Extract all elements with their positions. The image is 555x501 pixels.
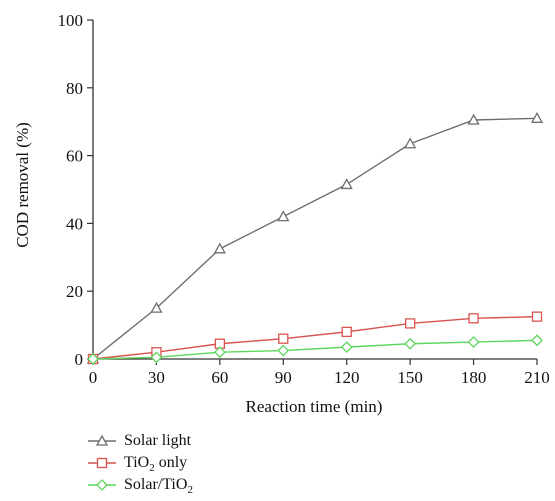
data-point [404,137,417,149]
legend-item-tio2-only: TiO2 only [86,452,193,474]
axes: 0 20 40 60 80 100 0 30 60 90 120 150 180 210 [58,11,550,387]
data-point [150,351,163,364]
series-diamond [87,334,543,365]
y-axis-label: COD removal (%) [13,122,32,248]
series-line [92,117,538,360]
y-tick-label: 60 [66,147,83,166]
x-tick-label: 60 [211,368,228,387]
y-tick-label: 100 [58,11,84,30]
series-line [92,339,538,360]
data-point [404,337,417,350]
data-point [467,336,480,348]
series-line [92,315,538,360]
data-point [531,311,543,322]
data-point [404,318,416,329]
series-layer [86,111,544,365]
legend-swatch-marker [96,457,108,469]
x-tick-label: 210 [524,368,550,387]
legend-swatch-marker [96,479,108,491]
legend-swatch-diamond [88,479,116,491]
x-tick-label: 150 [397,368,423,387]
data-point [531,334,543,347]
data-point [87,353,99,365]
x-tick-label: 180 [461,368,487,387]
series-triangle [86,111,544,364]
x-tick-label: 90 [275,368,292,387]
legend-swatch-triangle [88,434,116,446]
legend-swatch-marker [95,434,109,446]
x-tick-label: 0 [89,368,98,387]
legend-swatch-square [88,457,116,469]
data-point [277,210,290,222]
data-point [278,333,289,344]
legend: Solar light TiO2 only Solar/TiO2 [86,430,193,496]
data-point [340,178,353,190]
data-point [468,313,479,324]
y-tick-label: 0 [75,350,84,369]
x-tick-label: 30 [148,368,165,387]
legend-label: Solar/TiO2 [124,476,193,496]
data-point [340,341,353,354]
x-axis-label: Reaction time (min) [246,397,383,416]
y-tick-label: 40 [66,214,83,233]
legend-label: TiO2 only [124,454,188,474]
y-tick-label: 20 [66,282,83,301]
legend-label: Solar light [124,432,192,449]
data-point [277,344,290,357]
data-point [213,346,226,359]
y-tick-label: 80 [66,79,83,98]
legend-item-solar-tio2: Solar/TiO2 [86,474,193,496]
data-point [150,301,163,313]
data-point [530,111,544,123]
data-point [467,113,480,125]
x-tick-label: 120 [334,368,360,387]
data-point [341,326,352,338]
legend-item-solar-light: Solar light [86,430,193,452]
data-point [213,242,226,254]
